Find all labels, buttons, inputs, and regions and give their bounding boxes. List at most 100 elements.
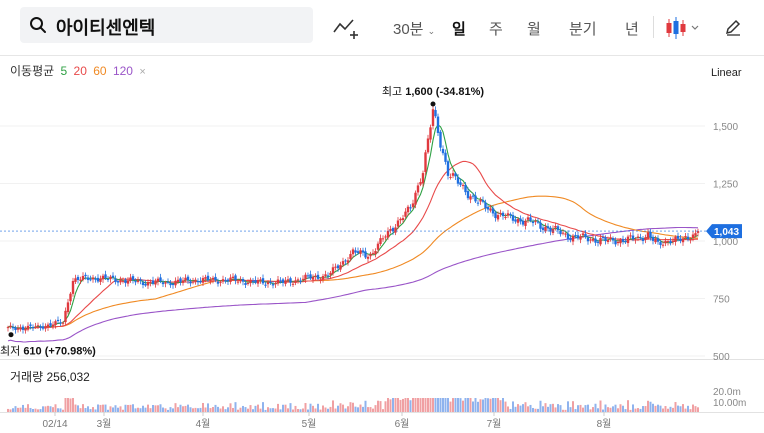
search-box[interactable]: 아이티센엔텍: [20, 7, 313, 43]
volume-bar: [507, 406, 509, 412]
indicator-add-icon[interactable]: [332, 16, 358, 40]
volume-bar: [97, 404, 99, 412]
y-tick-label: 1,500: [713, 122, 738, 133]
close-icon[interactable]: ×: [139, 66, 146, 78]
volume-bar: [409, 400, 412, 412]
candle-body: [664, 240, 667, 244]
volume-bar: [602, 409, 604, 412]
volume-bar: [194, 407, 197, 412]
candle-body: [489, 208, 492, 211]
volume-bar: [524, 402, 527, 412]
volume-bar: [9, 409, 12, 412]
candle-body: [61, 322, 65, 324]
volume-bar: [502, 398, 504, 412]
volume-bar: [492, 398, 494, 412]
candle-body: [544, 226, 547, 232]
candle-body: [451, 173, 455, 176]
volume-bar: [17, 407, 19, 412]
volume-bar: [337, 405, 339, 412]
volume-tick-label: 20.0m: [713, 387, 741, 398]
candle-body: [519, 218, 522, 222]
candle-body: [26, 325, 30, 330]
volume-bar: [442, 398, 444, 412]
volume-bar: [369, 407, 372, 412]
candle-body: [189, 281, 192, 284]
candle-body: [54, 321, 57, 325]
volume-bar: [154, 405, 157, 412]
volume-bar: [389, 399, 392, 412]
volume-bar: [304, 403, 307, 412]
candle-type-icon[interactable]: [665, 17, 701, 39]
candle-body: [539, 222, 542, 229]
candle-body: [156, 278, 160, 282]
volume-bar: [72, 398, 74, 412]
candle-body: [669, 240, 672, 244]
candle-body: [74, 278, 77, 282]
moving-average-legend: 이동평균 5 20 60 120 ×: [10, 62, 149, 79]
candle-body: [289, 278, 292, 283]
period-day[interactable]: 일: [452, 21, 466, 38]
volume-bar: [274, 408, 277, 412]
volume-bar: [352, 402, 354, 412]
candle-body: [494, 212, 497, 219]
candle-body: [369, 254, 372, 257]
candle-body: [9, 325, 12, 327]
price-chart[interactable]: 1,500 1,250 1,000 750 500 02/14 3월 4월 5월 6월 7월 8월 20…: [0, 56, 764, 433]
candle-body: [41, 326, 45, 329]
candle-body: [681, 238, 685, 243]
volume-bar: [512, 401, 514, 412]
pencil-icon[interactable]: [724, 18, 742, 36]
volume-bar: [137, 407, 139, 412]
low-marker: [8, 332, 14, 338]
candle-body: [261, 278, 265, 284]
volume-bar: [552, 403, 554, 412]
candle-body: [414, 192, 417, 205]
candle-body: [534, 220, 537, 222]
volume-bar: [517, 404, 519, 412]
ma120-label: 120: [112, 64, 133, 78]
volume-bar: [394, 398, 397, 412]
volume-bar: [359, 404, 362, 412]
volume-bar: [182, 406, 184, 412]
candle-body: [616, 241, 620, 244]
candle-body: [186, 276, 190, 281]
candle-body: [459, 182, 462, 185]
candle-body: [594, 238, 597, 243]
candle-body: [651, 236, 655, 241]
period-week[interactable]: 주: [489, 21, 503, 38]
volume-bar: [127, 404, 129, 412]
volume-bar: [494, 398, 497, 412]
volume-bar: [562, 409, 564, 412]
period-quarter[interactable]: 분기: [569, 21, 597, 38]
period-year[interactable]: 년: [625, 21, 639, 38]
volume-bar: [84, 408, 87, 412]
candle-body: [131, 276, 135, 280]
candle-body: [314, 275, 317, 277]
candle-body: [691, 234, 695, 239]
period-30min[interactable]: 30분 ⌄: [393, 21, 436, 38]
candle-body: [386, 230, 390, 238]
volume-bar: [604, 404, 607, 412]
candle-body: [444, 152, 447, 162]
candle-body: [529, 217, 532, 221]
candle-body: [326, 275, 330, 277]
volume-bar: [357, 407, 359, 412]
volume-bar: [299, 409, 302, 412]
volume-bar: [514, 406, 517, 412]
volume-bar: [639, 408, 642, 412]
candle-body: [69, 293, 72, 302]
ma60-label: 60: [93, 64, 107, 78]
volume-bar: [312, 405, 314, 412]
volume-bar: [549, 404, 552, 412]
candle-body: [581, 233, 585, 235]
candle-body: [311, 276, 315, 280]
volume-bar: [212, 407, 214, 412]
scale-type-label[interactable]: Linear: [711, 67, 742, 79]
candle-body: [374, 250, 377, 255]
volume-bar: [309, 403, 312, 412]
volume-bar: [612, 406, 614, 412]
volume-bar: [577, 405, 579, 412]
candle-body: [221, 279, 225, 282]
period-month[interactable]: 월: [527, 21, 541, 38]
volume-bar: [269, 408, 272, 412]
